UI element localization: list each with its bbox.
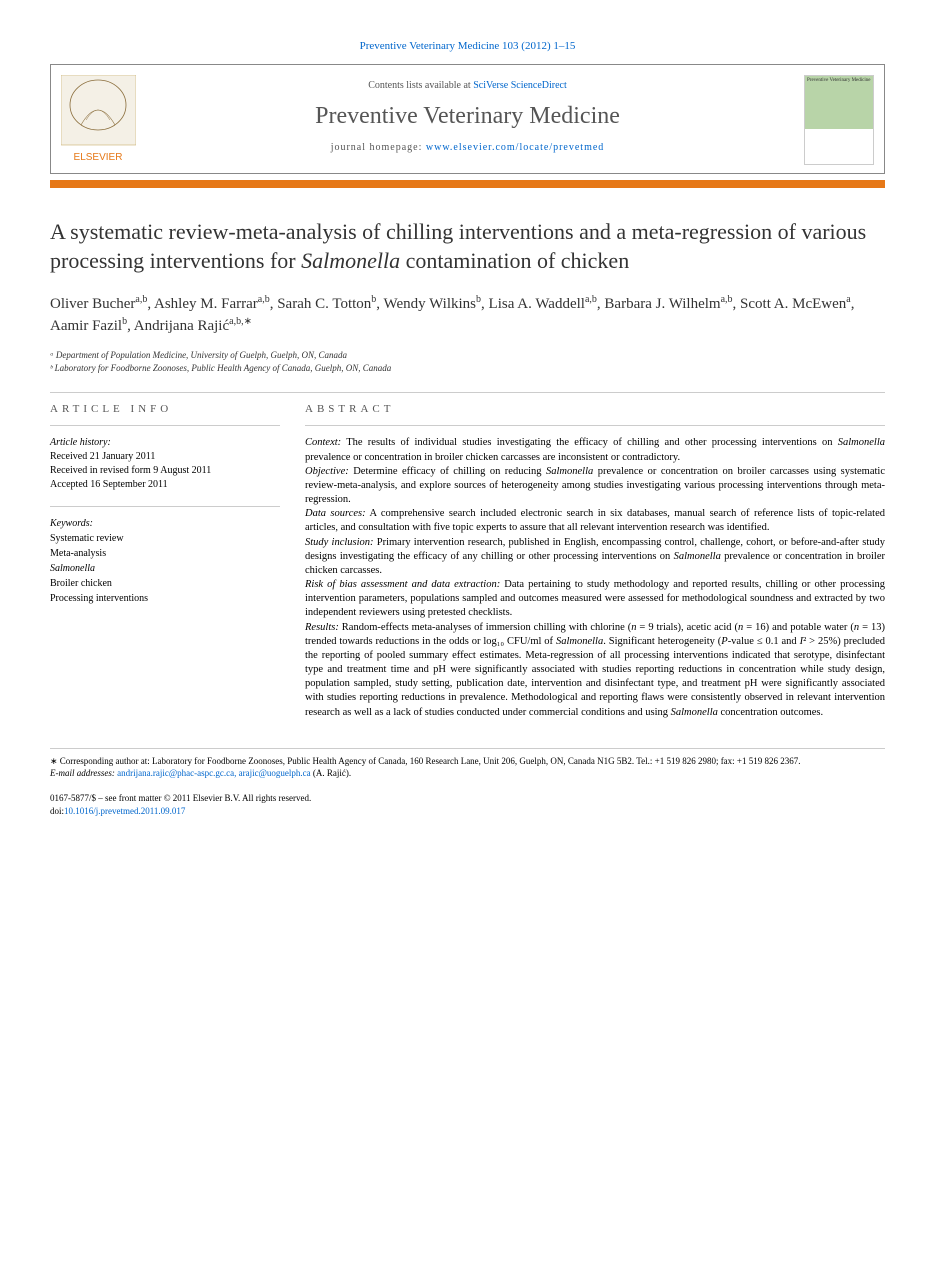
doi-link[interactable]: 10.1016/j.prevetmed.2011.09.017 xyxy=(64,806,185,816)
journal-header-box: ELSEVIER Preventive Veterinary Medicine … xyxy=(50,64,885,174)
header-citation[interactable]: Preventive Veterinary Medicine 103 (2012… xyxy=(50,40,885,52)
divider xyxy=(50,425,280,426)
divider xyxy=(50,392,885,393)
journal-homepage-link[interactable]: www.elsevier.com/locate/prevetmed xyxy=(426,142,604,153)
abstract-header: ABSTRACT xyxy=(305,403,885,415)
abstract-body: Context: The results of individual studi… xyxy=(305,436,885,719)
article-info-header: ARTICLE INFO xyxy=(50,403,280,415)
contents-lists-line: Contents lists available at SciVerse Sci… xyxy=(151,80,784,91)
email-link[interactable]: andrijana.rajic@phac-aspc.gc.ca, arajic@… xyxy=(117,768,310,778)
divider xyxy=(305,425,885,426)
copyright-block: 0167-5877/$ – see front matter © 2011 El… xyxy=(50,792,885,817)
keyword: Salmonella xyxy=(50,561,280,576)
abstract-paragraph: Study inclusion: Primary intervention re… xyxy=(305,536,885,579)
keyword: Processing interventions xyxy=(50,591,280,606)
orange-divider-bar xyxy=(50,180,885,188)
sciencedirect-link[interactable]: SciVerse ScienceDirect xyxy=(473,80,567,91)
affiliation-a: ᵃ Department of Population Medicine, Uni… xyxy=(50,349,885,362)
abstract-paragraph: Objective: Determine efficacy of chillin… xyxy=(305,465,885,508)
email-addresses: E-mail addresses: andrijana.rajic@phac-a… xyxy=(50,767,885,780)
affiliation-b: ᵇ Laboratory for Foodborne Zoonoses, Pub… xyxy=(50,362,885,375)
article-info-column: ARTICLE INFO Article history: Received 2… xyxy=(50,403,280,719)
journal-homepage-line: journal homepage: www.elsevier.com/locat… xyxy=(151,142,784,153)
keyword: Systematic review xyxy=(50,531,280,546)
footnotes: ∗ Corresponding author at: Laboratory fo… xyxy=(50,748,885,780)
abstract-paragraph: Data sources: A comprehensive search inc… xyxy=(305,507,885,535)
abstract-paragraph: Context: The results of individual studi… xyxy=(305,436,885,464)
article-title: A systematic review-meta-analysis of chi… xyxy=(50,218,885,275)
journal-cover-thumbnail[interactable]: Preventive Veterinary Medicine xyxy=(804,75,874,165)
authors-list: Oliver Buchera,b, Ashley M. Farrara,b, S… xyxy=(50,293,885,337)
corresponding-author-note: ∗ Corresponding author at: Laboratory fo… xyxy=(50,755,885,768)
abstract-paragraph: Risk of bias assessment and data extract… xyxy=(305,578,885,621)
keyword: Broiler chicken xyxy=(50,576,280,591)
abstract-paragraph: Results: Random-effects meta-analyses of… xyxy=(305,621,885,720)
keyword: Meta-analysis xyxy=(50,546,280,561)
keywords-block: Keywords: Systematic review Meta-analysi… xyxy=(50,517,280,606)
svg-text:ELSEVIER: ELSEVIER xyxy=(74,152,123,163)
abstract-column: ABSTRACT Context: The results of individ… xyxy=(305,403,885,719)
article-history: Article history: Received 21 January 201… xyxy=(50,436,280,492)
divider xyxy=(50,506,280,507)
elsevier-logo[interactable]: ELSEVIER xyxy=(61,75,136,165)
affiliations: ᵃ Department of Population Medicine, Uni… xyxy=(50,349,885,374)
journal-name: Preventive Veterinary Medicine xyxy=(151,103,784,130)
